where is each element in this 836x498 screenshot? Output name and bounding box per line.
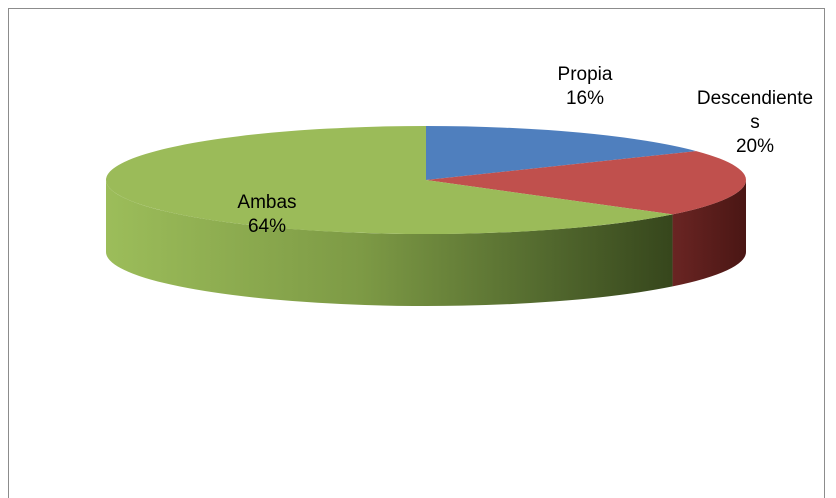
data-label-descendientes: Descendiente s 20% (697, 88, 813, 157)
pie-sides (105, 180, 746, 306)
pie-tops (106, 125, 746, 234)
pie-labels: Propia 16% Descendiente s 20% Ambas 64% (237, 64, 813, 237)
data-label-propia: Propia 16% (558, 64, 613, 109)
slice-ambas (106, 125, 673, 234)
slice-side-descendientes (672, 180, 746, 287)
slice-side-ambas (105, 180, 673, 306)
data-label-ambas: Ambas 64% (237, 192, 296, 237)
slice-descendientes (426, 151, 746, 215)
slice-propia (426, 126, 697, 180)
